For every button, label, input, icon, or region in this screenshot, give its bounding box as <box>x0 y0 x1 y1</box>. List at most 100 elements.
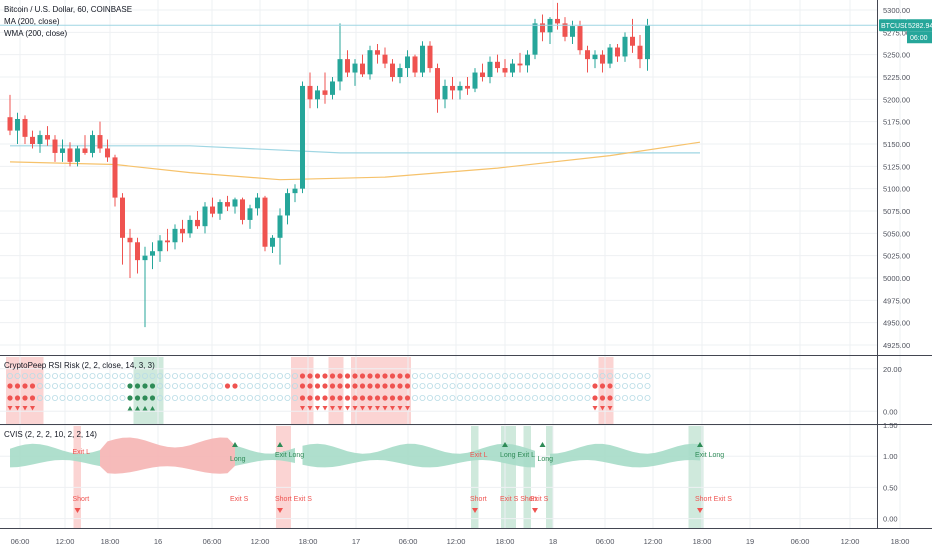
candle-body[interactable] <box>457 85 463 91</box>
rsi-down-arrow[interactable] <box>300 406 305 411</box>
candle-body[interactable] <box>82 148 88 153</box>
rsi-dot-filled[interactable] <box>232 383 238 389</box>
rsi-dot-filled[interactable] <box>352 395 358 401</box>
rsi-down-arrow[interactable] <box>15 406 20 411</box>
cvis-signal-label[interactable]: Exit Long <box>275 452 304 459</box>
rsi-down-arrow[interactable] <box>7 406 13 411</box>
candle-body[interactable] <box>165 240 170 243</box>
rsi-dot-filled[interactable] <box>344 383 351 389</box>
rsi-down-arrow[interactable] <box>367 406 373 411</box>
candle-body[interactable] <box>292 188 298 194</box>
rsi-dot-filled[interactable] <box>337 383 343 389</box>
candle-body[interactable] <box>172 228 178 243</box>
rsi-down-arrow[interactable] <box>330 406 335 411</box>
last-price-tag[interactable] <box>907 19 932 32</box>
ma-study-label[interactable]: MA (200, close) <box>4 17 60 26</box>
candle-body[interactable] <box>645 25 650 60</box>
rsi-dot-filled[interactable] <box>389 383 396 389</box>
cvis-signal-label[interactable]: Exit S <box>530 496 549 503</box>
candle-body[interactable] <box>630 36 635 46</box>
candle-body[interactable] <box>262 197 268 247</box>
rsi-down-arrow[interactable] <box>345 406 350 411</box>
rsi-dot-filled[interactable] <box>142 395 148 401</box>
candle-body[interactable] <box>540 23 545 33</box>
rsi-dot-filled[interactable] <box>29 383 36 389</box>
cvis-long-arrow[interactable] <box>502 442 508 447</box>
candle-body[interactable] <box>375 50 380 55</box>
rsi-dot-filled[interactable] <box>7 395 13 401</box>
candle-body[interactable] <box>300 85 305 189</box>
rsi-dot-filled[interactable] <box>367 373 373 379</box>
candle-body[interactable] <box>420 45 425 73</box>
candle-body[interactable] <box>232 199 238 207</box>
rsi-dot-filled[interactable] <box>22 383 28 389</box>
rsi-dot-filled[interactable] <box>299 373 306 379</box>
cvis-long-arrow[interactable] <box>539 442 546 447</box>
rsi-dot-filled[interactable] <box>367 383 373 389</box>
cvis-signal-label[interactable]: Long <box>230 456 246 463</box>
rsi-dot-filled[interactable] <box>382 383 388 389</box>
cvis-long-arrow[interactable] <box>232 442 238 447</box>
candle-body[interactable] <box>142 255 148 261</box>
cvis-signal-label[interactable]: Exit L <box>470 452 488 459</box>
candle-body[interactable] <box>52 139 58 153</box>
cvis-signal-label[interactable]: Short <box>470 496 487 503</box>
candle-body[interactable] <box>562 23 568 37</box>
rsi-dot-filled[interactable] <box>322 395 328 401</box>
cvis-short-arrow[interactable] <box>74 508 81 513</box>
rsi-dot-filled[interactable] <box>352 373 358 379</box>
candle-body[interactable] <box>517 63 523 66</box>
cvis-signal-label[interactable]: Exit L <box>73 449 91 456</box>
rsi-dot-filled[interactable] <box>322 383 328 389</box>
candle-body[interactable] <box>45 135 50 140</box>
candle-body[interactable] <box>607 47 613 64</box>
rsi-dot-filled[interactable] <box>592 383 598 389</box>
candle-body[interactable] <box>112 157 118 198</box>
candle-body[interactable] <box>525 54 530 66</box>
rsi-down-arrow[interactable] <box>22 406 28 411</box>
rsi-dot-filled[interactable] <box>344 395 351 401</box>
candle-body[interactable] <box>637 45 643 60</box>
rsi-dot-filled[interactable] <box>307 395 313 401</box>
cvis-signal-label[interactable]: Short Exit S <box>695 496 732 503</box>
rsi-up-arrow[interactable] <box>135 406 140 411</box>
rsi-dot-filled[interactable] <box>599 383 606 389</box>
rsi-dot-filled[interactable] <box>149 395 156 401</box>
rsi-dot-filled[interactable] <box>149 383 156 389</box>
candle-body[interactable] <box>427 45 433 69</box>
candle-body[interactable] <box>60 148 65 153</box>
candle-body[interactable] <box>585 50 590 60</box>
candle-body[interactable] <box>405 56 410 69</box>
candle-body[interactable] <box>277 215 283 238</box>
candle-body[interactable] <box>450 85 455 91</box>
candle-body[interactable] <box>255 197 260 209</box>
candle-body[interactable] <box>382 54 388 64</box>
cvis-signal-label[interactable]: Long <box>538 456 554 463</box>
rsi-dot-filled[interactable] <box>592 395 598 401</box>
cvis-signal-label[interactable]: Exit Long <box>695 452 724 459</box>
candle-body[interactable] <box>390 63 395 77</box>
candle-body[interactable] <box>435 68 440 100</box>
candle-body[interactable] <box>30 136 35 144</box>
ma-200-line[interactable] <box>10 145 700 154</box>
candle-body[interactable] <box>135 242 140 261</box>
rsi-dot-filled[interactable] <box>337 373 343 379</box>
rsi-dot-filled[interactable] <box>322 373 328 379</box>
rsi-dot-filled[interactable] <box>134 383 141 389</box>
rsi-dot-filled[interactable] <box>367 395 373 401</box>
candle-body[interactable] <box>345 59 350 73</box>
rsi-down-arrow[interactable] <box>352 406 358 411</box>
rsi-dot-filled[interactable] <box>329 395 336 401</box>
rsi-dot-filled[interactable] <box>142 383 148 389</box>
rsi-down-arrow[interactable] <box>397 406 403 411</box>
rsi-dot-filled[interactable] <box>599 395 606 401</box>
cvis-signal-label[interactable]: Exit S Short <box>500 496 537 503</box>
rsi-down-arrow[interactable] <box>30 406 35 411</box>
candle-body[interactable] <box>577 26 583 51</box>
rsi-dot-filled[interactable] <box>22 395 28 401</box>
candle-body[interactable] <box>150 251 155 256</box>
rsi-dot-filled[interactable] <box>134 395 141 401</box>
rsi-dot-filled[interactable] <box>127 395 133 401</box>
candle-body[interactable] <box>217 202 223 214</box>
